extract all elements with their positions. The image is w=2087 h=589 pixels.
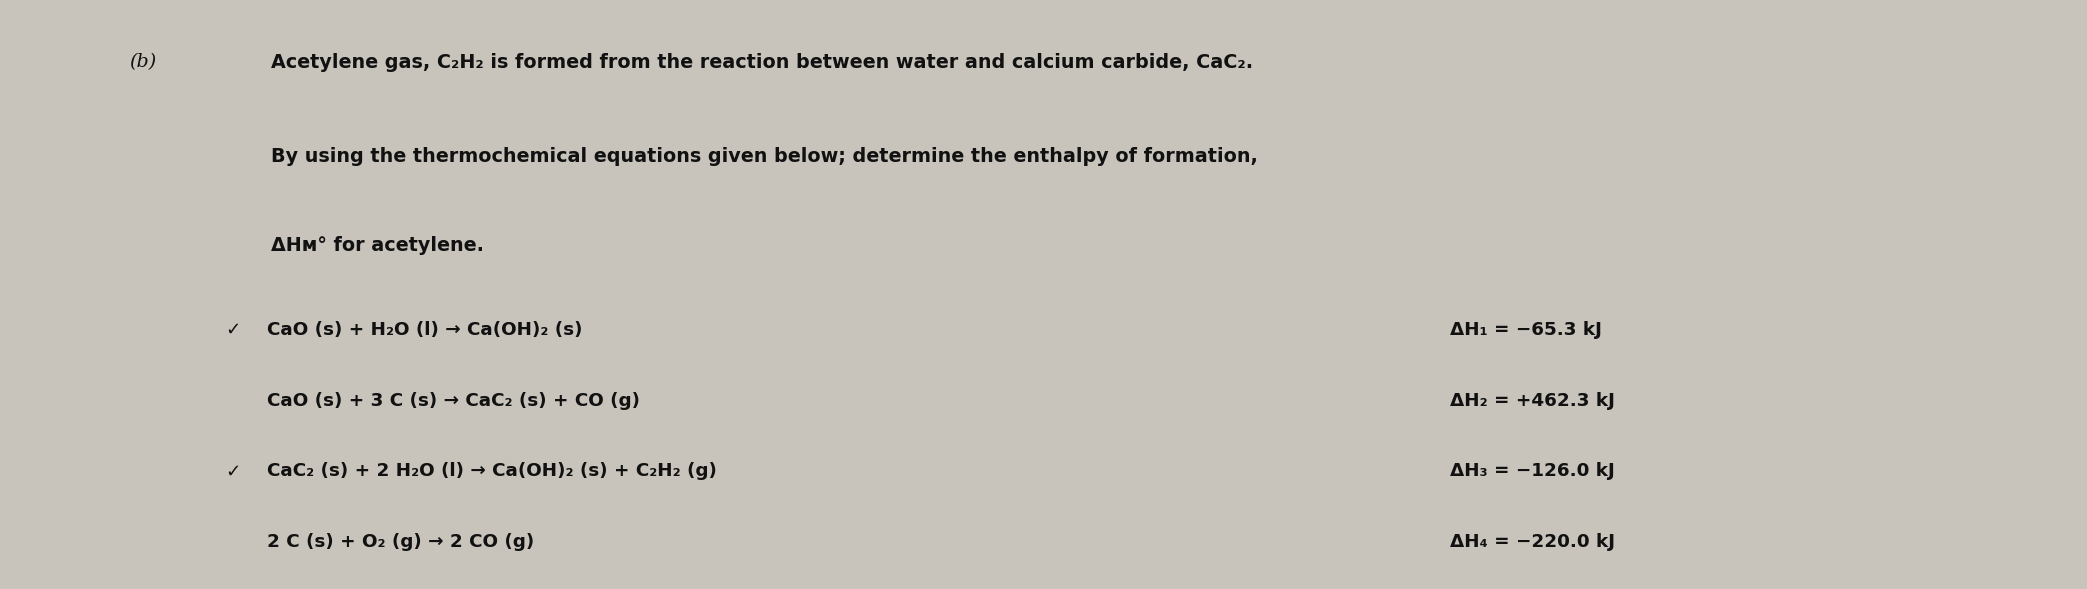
Text: ΔH₁ = −65.3 kJ: ΔH₁ = −65.3 kJ [1450,321,1603,339]
Text: ΔH₄ = −220.0 kJ: ΔH₄ = −220.0 kJ [1450,533,1615,551]
Text: ΔH₃ = −126.0 kJ: ΔH₃ = −126.0 kJ [1450,462,1615,481]
Text: CaO (s) + 3 C (s) → CaC₂ (s) + CO (g): CaO (s) + 3 C (s) → CaC₂ (s) + CO (g) [267,392,641,410]
Text: Acetylene gas, C₂H₂ is formed from the reaction between water and calcium carbid: Acetylene gas, C₂H₂ is formed from the r… [271,53,1254,72]
Text: ΔH₂ = +462.3 kJ: ΔH₂ = +462.3 kJ [1450,392,1615,410]
Text: 2 C (s) + O₂ (g) → 2 CO (g): 2 C (s) + O₂ (g) → 2 CO (g) [267,533,534,551]
Text: CaC₂ (s) + 2 H₂O (l) → Ca(OH)₂ (s) + C₂H₂ (g): CaC₂ (s) + 2 H₂O (l) → Ca(OH)₂ (s) + C₂H… [267,462,718,481]
Text: CaO (s) + H₂O (l) → Ca(OH)₂ (s): CaO (s) + H₂O (l) → Ca(OH)₂ (s) [267,321,582,339]
Text: By using the thermochemical equations given below; determine the enthalpy of for: By using the thermochemical equations gi… [271,147,1258,166]
Text: ✓: ✓ [225,321,240,339]
Text: (b): (b) [129,53,157,71]
Text: ✓: ✓ [225,462,240,481]
Text: ΔHᴍ° for acetylene.: ΔHᴍ° for acetylene. [271,236,484,254]
